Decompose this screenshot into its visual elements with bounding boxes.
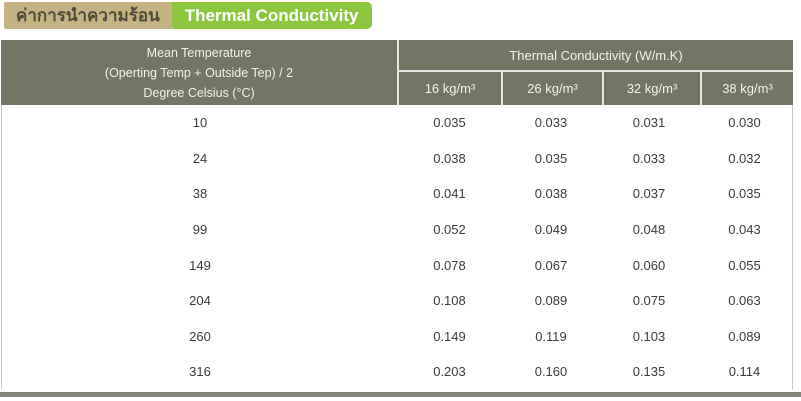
conductivity-cell: 0.035 [728, 186, 761, 202]
conductivity-group-label: Thermal Conductivity (W/m.K) [399, 40, 793, 72]
table-row: 149 0.078 0.067 0.060 0.055 [2, 247, 792, 283]
conductivity-cell: 0.032 [728, 150, 761, 166]
table-row: 260 0.149 0.119 0.103 0.089 [2, 319, 792, 355]
conductivity-cell: 0.035 [534, 150, 568, 166]
conductivity-cell: 0.038 [534, 186, 568, 202]
table-row: 204 0.108 0.089 0.075 0.063 [2, 283, 792, 319]
conductivity-cell: 0.049 [534, 222, 568, 238]
table-row: 316 0.203 0.160 0.135 0.114 [2, 354, 792, 390]
conductivity-cell: 0.119 [535, 328, 567, 344]
title-thai-label: ค่าการนำความร้อน [4, 2, 172, 29]
table-body: 10 0.035 0.033 0.031 0.030 24 0.038 0.03… [1, 105, 793, 390]
conductivity-cell: 0.055 [728, 257, 761, 273]
temperature-cell: 204 [189, 293, 211, 309]
conductivity-cell: 0.149 [433, 328, 466, 344]
density-column-headers: 16 kg/m³ 26 kg/m³ 32 kg/m³ 38 kg/m³ [399, 72, 793, 105]
conductivity-cell: 0.035 [433, 115, 466, 131]
temperature-cell: 24 [192, 150, 208, 166]
mean-temperature-line3: Degree Celsius (°C) [143, 85, 255, 100]
mean-temperature-line1: Mean Temperature [146, 45, 252, 60]
temperature-cell: 99 [192, 222, 208, 238]
density-col-32: 32 kg/m³ [604, 72, 702, 105]
title-english-label: Thermal Conductivity [171, 2, 372, 29]
temperature-cell: 10 [192, 115, 208, 131]
conductivity-cell: 0.114 [728, 364, 761, 380]
conductivity-cell: 0.075 [632, 293, 666, 309]
density-col-16: 16 kg/m³ [399, 72, 503, 105]
mean-temperature-line2: (Operting Temp + Outside Tep) / 2 [104, 65, 294, 80]
conductivity-cell: 0.060 [632, 257, 666, 273]
conductivity-cell: 0.108 [433, 293, 466, 309]
conductivity-cell: 0.037 [632, 186, 666, 202]
temperature-cell: 38 [192, 186, 208, 202]
page-title: ค่าการนำความร้อน Thermal Conductivity [4, 2, 372, 29]
table-row: 99 0.052 0.049 0.048 0.043 [2, 212, 792, 248]
bottom-divider-bar [0, 392, 801, 397]
conductivity-cell: 0.030 [728, 115, 761, 131]
conductivity-cell: 0.033 [534, 115, 568, 131]
conductivity-cell: 0.063 [728, 293, 761, 309]
table-header: Mean Temperature (Operting Temp + Outsid… [1, 40, 793, 105]
conductivity-cell: 0.052 [433, 222, 466, 238]
conductivity-cell: 0.160 [534, 364, 568, 380]
density-col-26: 26 kg/m³ [503, 72, 604, 105]
mean-temperature-header: Mean Temperature (Operting Temp + Outsid… [1, 40, 399, 105]
table-row: 38 0.041 0.038 0.037 0.035 [2, 176, 792, 212]
table-row: 10 0.035 0.033 0.031 0.030 [2, 105, 792, 141]
conductivity-cell: 0.089 [534, 293, 568, 309]
conductivity-cell: 0.043 [728, 222, 761, 238]
temperature-cell: 260 [189, 328, 211, 344]
conductivity-cell: 0.031 [632, 115, 666, 131]
conductivity-cell: 0.033 [632, 150, 666, 166]
conductivity-cell: 0.078 [433, 257, 466, 273]
thermal-conductivity-table: Mean Temperature (Operting Temp + Outsid… [1, 40, 793, 390]
conductivity-cell: 0.103 [632, 328, 666, 344]
conductivity-cell: 0.041 [433, 186, 466, 202]
conductivity-cell: 0.048 [632, 222, 666, 238]
conductivity-cell: 0.135 [632, 364, 666, 380]
table-row: 24 0.038 0.035 0.033 0.032 [2, 141, 792, 177]
conductivity-cell: 0.038 [433, 150, 466, 166]
conductivity-cell: 0.089 [728, 328, 761, 344]
conductivity-header-group: Thermal Conductivity (W/m.K) 16 kg/m³ 26… [399, 40, 793, 105]
conductivity-cell: 0.203 [433, 364, 466, 380]
temperature-cell: 149 [189, 257, 211, 273]
density-col-38: 38 kg/m³ [722, 81, 773, 96]
conductivity-cell: 0.067 [534, 257, 568, 273]
temperature-cell: 316 [189, 364, 211, 380]
